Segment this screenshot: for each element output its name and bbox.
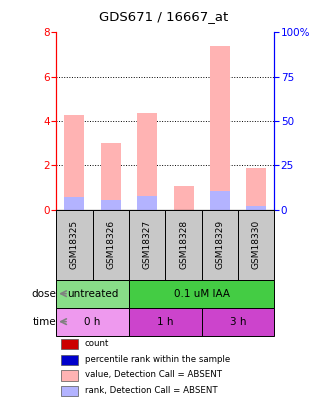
Text: GSM18326: GSM18326 (106, 220, 115, 269)
Bar (56, 308, 129, 336)
Bar (61, 386, 78, 396)
Text: 0.1 uM IAA: 0.1 uM IAA (174, 289, 230, 298)
Text: 3 h: 3 h (230, 317, 246, 327)
Bar (137, 113, 157, 210)
Bar (61, 355, 78, 365)
Bar (101, 143, 121, 210)
Bar (61, 339, 78, 350)
Bar (101, 200, 121, 210)
Text: GSM18328: GSM18328 (179, 220, 188, 269)
Text: GSM18327: GSM18327 (143, 220, 152, 269)
Bar (56, 210, 92, 280)
Bar (56, 280, 129, 308)
Bar (129, 210, 165, 280)
Bar (64, 115, 84, 210)
Bar (210, 46, 230, 210)
Text: count: count (84, 339, 109, 348)
Bar (129, 280, 274, 308)
Text: value, Detection Call = ABSENT: value, Detection Call = ABSENT (84, 370, 221, 379)
Text: GSM18325: GSM18325 (70, 220, 79, 269)
Text: percentile rank within the sample: percentile rank within the sample (84, 355, 230, 364)
Bar (210, 191, 230, 210)
Bar (64, 198, 84, 210)
Bar (61, 370, 78, 381)
Text: time: time (32, 317, 56, 327)
Text: dose: dose (31, 289, 56, 298)
Text: rank, Detection Call = ABSENT: rank, Detection Call = ABSENT (84, 386, 217, 395)
Bar (202, 210, 238, 280)
Bar (92, 210, 129, 280)
Text: GDS671 / 16667_at: GDS671 / 16667_at (99, 10, 228, 23)
Bar (129, 308, 202, 336)
Bar (246, 168, 266, 210)
Text: GSM18330: GSM18330 (252, 220, 261, 269)
Text: 1 h: 1 h (157, 317, 174, 327)
Text: GSM18329: GSM18329 (215, 220, 224, 269)
Bar (238, 210, 274, 280)
Bar (137, 196, 157, 210)
Bar (173, 186, 194, 210)
Bar (202, 308, 274, 336)
Bar (246, 207, 266, 210)
Bar (165, 210, 202, 280)
Text: 0 h: 0 h (84, 317, 101, 327)
Text: untreated: untreated (67, 289, 118, 298)
